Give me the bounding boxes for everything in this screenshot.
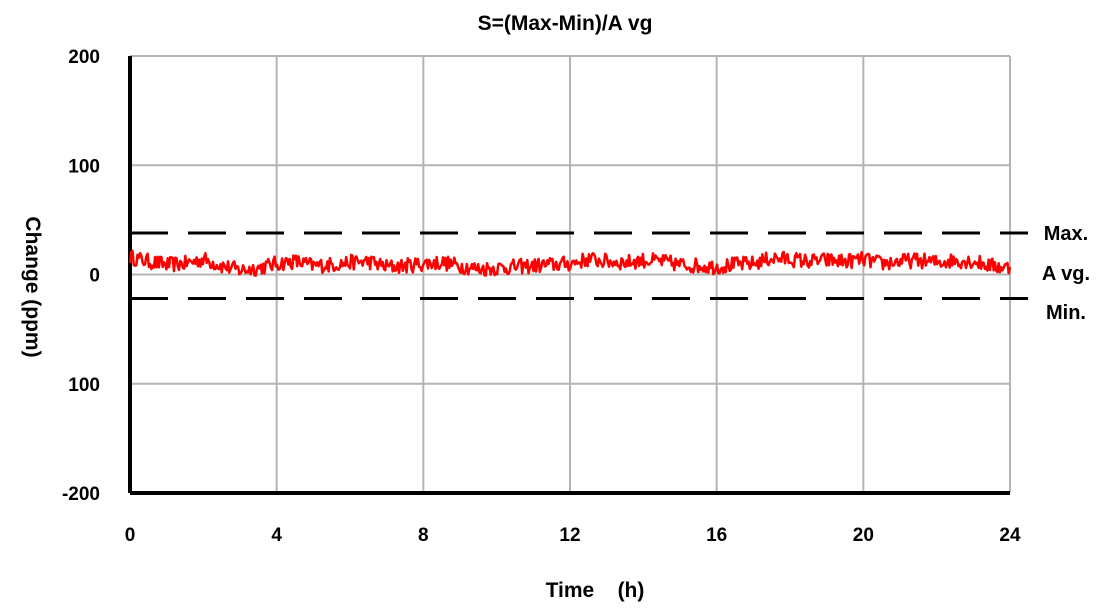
y-tick-labels: 200 100 0 100 -200	[62, 47, 100, 505]
x-tick-label: 4	[271, 525, 282, 546]
y-tick-label: 100	[68, 156, 100, 177]
y-axis-label: Change (ppm)	[21, 216, 44, 357]
series-line	[128, 249, 1012, 277]
x-tick-label: 12	[559, 525, 580, 546]
chart-title: S=(Max-Min)/A vg	[478, 12, 653, 35]
x-tick-label: 24	[999, 525, 1021, 546]
x-axis-label: Time (h)	[546, 579, 645, 602]
y-tick-label: 100	[68, 375, 100, 396]
x-tick-labels: 0 4 8 12 16 20 24	[125, 525, 1021, 546]
x-tick-label: 20	[853, 525, 874, 546]
y-tick-label: 0	[89, 266, 100, 287]
reference-lines	[130, 231, 1028, 301]
y-tick-label: 200	[68, 47, 100, 68]
reference-label: Min.	[1046, 302, 1086, 324]
reference-label: Max.	[1044, 223, 1088, 245]
reference-labels: Max. A vg. Min.	[1042, 223, 1090, 324]
series-group	[128, 249, 1012, 277]
axes	[128, 56, 1010, 495]
x-tick-label: 0	[125, 525, 136, 546]
x-tick-label: 16	[706, 525, 727, 546]
x-tick-label: 8	[418, 525, 429, 546]
y-tick-label: -200	[62, 484, 100, 505]
reference-label: A vg.	[1042, 263, 1090, 285]
